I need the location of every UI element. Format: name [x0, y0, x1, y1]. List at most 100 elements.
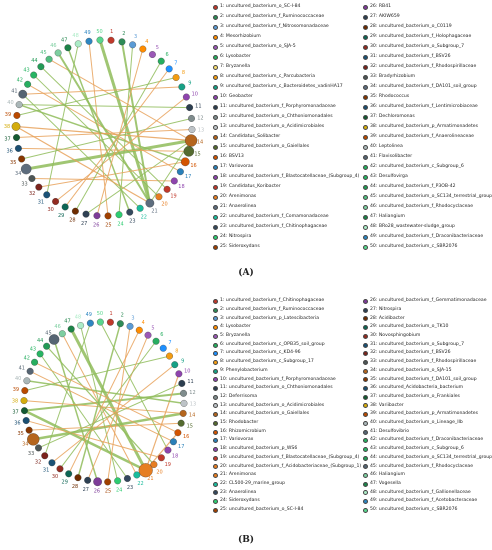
legend-label: 4: Lysobacter: [220, 324, 251, 330]
legend-item-42: 42: uncultured_bacterium_c_Subgroup_6: [363, 164, 464, 171]
node-label-13: 13: [190, 401, 196, 407]
legend-swatch: [213, 245, 218, 250]
node-label-17: 17: [185, 174, 191, 180]
node-27: [82, 210, 90, 218]
node-14: [184, 134, 198, 147]
legend-label: 7: uncultured_bacterium_c_KD4-96: [220, 350, 301, 356]
node-label-23: 23: [129, 219, 135, 225]
legend-swatch: [363, 325, 368, 331]
legend-label: 41: Flavisolibacter: [370, 154, 413, 160]
legend-label: 30: Novosphingobium: [370, 333, 421, 338]
node-20: [155, 193, 163, 201]
legend-swatch: [363, 412, 368, 418]
legend-item-8: 8: uncultured_bacterium_c_Parcubacteria: [213, 74, 315, 81]
node-label-22: 22: [141, 214, 147, 220]
legend-swatch: [363, 85, 368, 90]
node-label-46: 46: [50, 43, 56, 49]
legend-item-50: 50: uncultured_bacterium_c_SBR2076: [363, 507, 457, 514]
legend-label: 18: uncultured_bacterium_f_Blastocatella…: [220, 174, 360, 180]
legend-swatch: [363, 464, 368, 470]
node-label-31: 31: [43, 467, 49, 473]
legend-label: 12: Deferrisoma: [220, 393, 258, 399]
legend-item-35: 35: Rhodococcus: [363, 94, 409, 101]
legend-item-12: 12: uncultured_bacterium_o_Chthoniomonad…: [213, 114, 333, 121]
legend-swatch: [213, 420, 218, 426]
legend-swatch: [363, 165, 368, 170]
legend-swatch: [213, 446, 218, 452]
legend-label: 20: uncultured_bacterium_f_Acidobacteria…: [220, 463, 362, 469]
legend-label: 42: uncultured_bacterium_c_Subgroup_6: [370, 164, 464, 170]
legend-label: 33: uncultured_bacterium_f_Rhodospirilla…: [370, 359, 477, 365]
legend-swatch: [363, 205, 368, 210]
legend-swatch: [213, 145, 218, 150]
legend-item-47: 47: Haliangium: [363, 214, 405, 221]
legend-swatch: [213, 225, 218, 230]
legend-item-18: 18: uncultured_bacterium_f_Blastocatella…: [213, 174, 359, 181]
legend-label: 3: uncultured_bacterium_f_Nitrosomonadac…: [220, 24, 329, 30]
legend-item-16: 16: BSV13: [213, 154, 244, 161]
node-label-50: 50: [97, 311, 103, 317]
node-label-12: 12: [197, 115, 203, 121]
legend-swatch: [213, 464, 218, 470]
node-25: [104, 212, 112, 220]
node-label-34: 34: [15, 171, 21, 177]
legend-swatch: [363, 333, 368, 339]
legend-item-24: 24: Nitrospira: [213, 234, 251, 241]
legend-item-25: 25: uncultured_bacterium_o_SC-I-84: [213, 507, 303, 514]
legend-label: 35: uncultured_bacterium_f_DA101_soil_gr…: [370, 376, 477, 382]
node-label-17: 17: [178, 444, 184, 450]
node-32: [41, 452, 49, 460]
legend-label: 44: uncultured_bacterium_o_SC134_terrest…: [370, 454, 492, 460]
node-8: [166, 352, 173, 360]
node-label-6: 6: [160, 332, 163, 338]
edge-8-39: [16, 77, 177, 116]
edge-18-50: [99, 321, 169, 451]
legend-label: 49: uncultured_bacterium_f_Acetobacterac…: [370, 498, 478, 504]
node-24: [115, 211, 123, 219]
legend-item-31: 31: uncultured_bacterium_f_BSV26: [363, 54, 451, 61]
legend-item-18: 18: uncultured_bacterium_p_WS6: [213, 446, 297, 453]
legend-swatch: [213, 45, 218, 50]
legend-label: 32: uncultured_bacterium_f_BSV26: [370, 350, 451, 356]
node-label-50: 50: [96, 29, 102, 35]
legend-label: 16: BSV13: [220, 154, 244, 160]
node-label-5: 5: [156, 45, 159, 51]
legend-item-17: 17: Variovorax: [213, 164, 253, 171]
node-label-43: 43: [23, 67, 29, 73]
legend-item-22: 22: uncultured_bacterium_f_Comamonadacea…: [213, 214, 329, 221]
legend-swatch: [213, 235, 218, 240]
legend-swatch: [363, 429, 368, 435]
legend-swatch: [363, 125, 368, 130]
legend-swatch: [363, 499, 368, 505]
legend-item-25: 25: Sideroxydans: [213, 244, 260, 251]
node-label-46: 46: [54, 324, 60, 330]
node-13: [188, 126, 196, 133]
legend-swatch: [363, 446, 368, 452]
legend-swatch: [363, 75, 368, 80]
legend-label: 16: Rhizomicrobium: [220, 428, 266, 434]
legend-item-20: 20: uncultured_bacterium_f_Acidobacteria…: [213, 463, 361, 470]
node-49: [86, 319, 94, 327]
legend-label: 28: uncultured_bacterium_o_C0119: [370, 24, 452, 30]
legend-swatch: [213, 325, 218, 331]
node-5: [144, 331, 152, 339]
legend-item-46: 46: Haliangium: [363, 472, 405, 479]
node-label-19: 19: [165, 462, 171, 468]
node-label-24: 24: [116, 487, 122, 493]
legend-item-3: 3: uncultured_bacterium_p_Latescibacteri…: [213, 315, 319, 322]
legend-swatch: [363, 490, 368, 496]
legend-item-45: 45: uncultured_bacterium_f_Rhodocyclacea…: [363, 463, 473, 470]
legend-label: 38: uncultured_bacterium_p_Armatimonadet…: [370, 124, 478, 130]
node-label-23: 23: [127, 485, 133, 491]
node-label-12: 12: [189, 390, 195, 396]
node-2: [116, 320, 124, 328]
legend-swatch: [213, 299, 218, 304]
legend-swatch: [363, 403, 368, 409]
node-11: [186, 104, 194, 112]
legend-label: 20: Arenimonas: [220, 194, 257, 200]
node-label-38: 38: [12, 398, 18, 404]
node-label-38: 38: [4, 124, 10, 130]
legend-label: 17: Variovorax: [220, 437, 254, 443]
node-45: [45, 55, 53, 63]
edge-9-31: [51, 364, 176, 464]
